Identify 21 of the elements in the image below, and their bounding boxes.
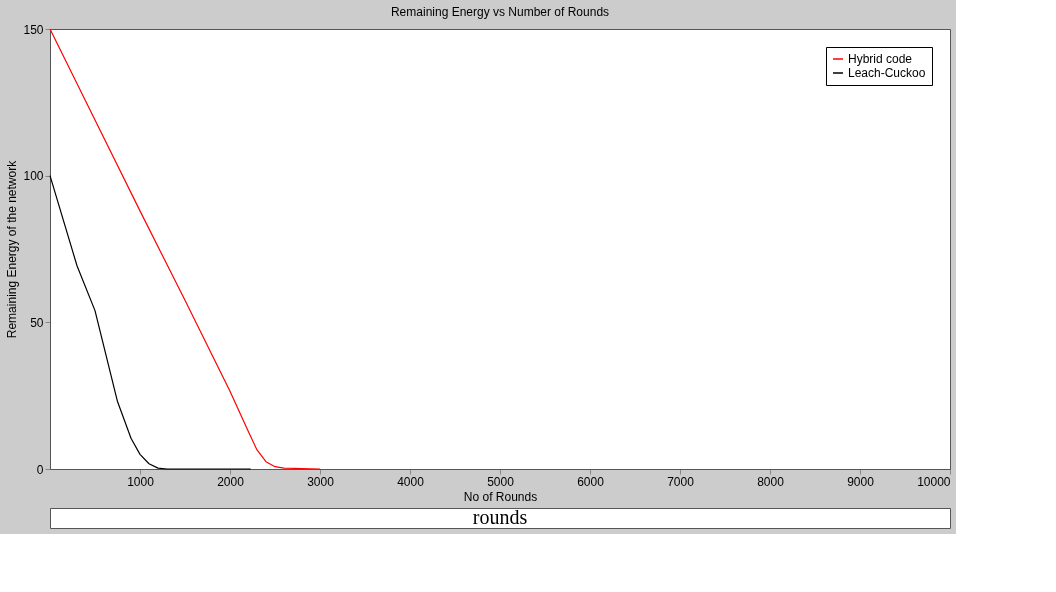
- x-tick-label: 5000: [487, 474, 515, 489]
- x-tick-label: 10000: [917, 474, 951, 489]
- y-tick-label: 150: [23, 22, 44, 37]
- x-tick-label: 9000: [847, 474, 875, 489]
- x-tick-label: 7000: [667, 474, 695, 489]
- line-series: [49, 175, 252, 470]
- x-axis-title: No of Rounds: [463, 489, 538, 504]
- y-axis-title: Remaining Energy of the network: [5, 159, 20, 339]
- x-tick-label: 1000: [127, 474, 155, 489]
- legend-label: Leach-Cuckoo: [848, 66, 926, 80]
- x-tick-label: 2000: [217, 474, 245, 489]
- y-tick-label: 0: [36, 462, 44, 477]
- x-tick-label: 8000: [757, 474, 785, 489]
- x-tick-label: 4000: [397, 474, 425, 489]
- text: rounds: [472, 506, 528, 528]
- y-tick-label: 100: [23, 169, 44, 184]
- x-tick-label: 6000: [577, 474, 605, 489]
- legend-label: Hybrid code: [848, 52, 913, 66]
- chart-title: Remaining Energy vs Number of Rounds: [390, 5, 610, 19]
- y-tick-label: 50: [30, 315, 44, 330]
- x-tick-label: 3000: [307, 474, 335, 489]
